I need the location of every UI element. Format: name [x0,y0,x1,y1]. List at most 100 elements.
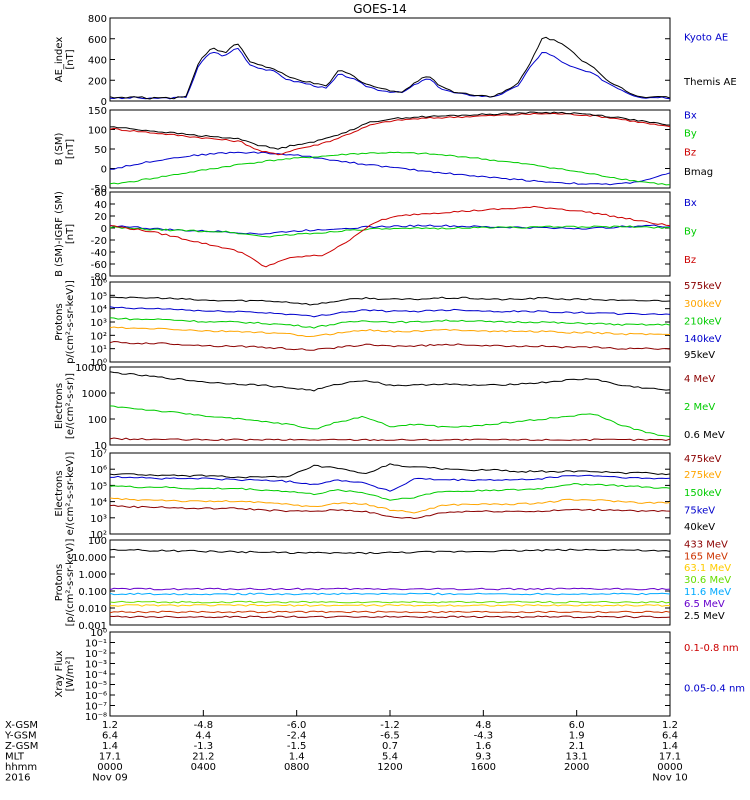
legend-entry: 75keV [684,506,715,517]
x-row-label: Y-GSM [4,731,37,742]
panel-frame [109,539,671,626]
x-row-value: -1.5 [287,741,307,752]
y-axis-label: [p/(cm²-s-sr-keV)] [65,539,76,627]
series-line [110,474,671,492]
series-line [109,482,671,501]
panel-5: 10000 1000 100 10 Electrons [e/(cm²-s-sr)] 4 M… [54,363,725,452]
series-line [109,600,671,604]
y-tick-label: 100 [88,415,107,426]
series-line [109,326,671,337]
y-tick-label: 10⁷ [90,449,107,460]
series-line [109,603,671,607]
panel-1: 800 600 400 200 0 AE_index [nT] Kyoto AE Themis … [54,14,737,108]
y-tick-label: 0.001 [78,621,107,632]
y-tick-label: -80 [91,272,107,283]
legend-entry: Themis AE [683,77,737,88]
y-axis-label: B (SM)-IGRF (SM) [54,191,65,277]
y-tick-label: 10⁻² [85,649,107,660]
y-tick-label: -50 [91,184,107,195]
y-tick-label: 10⁶ [90,278,107,289]
y-tick-label: 10⁰ [90,628,107,639]
y-tick-label: 40 [94,200,107,211]
y-tick-label: 10⁻¹ [85,639,107,650]
series-line [109,504,671,520]
y-tick-label: 10² [90,331,107,342]
x-row-value: -6.0 [287,720,307,731]
x-row-value: -1.3 [194,741,214,752]
panel-frame [109,631,671,717]
x-row-value: 13.1 [566,752,588,763]
legend-entry: Bx [684,198,697,209]
panel-frame [109,191,671,277]
y-tick-label: 10⁻³ [85,660,107,671]
x-row-value: 1.4 [102,741,118,752]
y-tick-label: 50 [94,145,107,156]
legend-entry: 0.1-0.8 nm [684,643,739,654]
series-line [109,151,671,186]
y-tick-label: 0 [101,165,107,176]
y-tick-label: -20 [91,236,107,247]
panel-2: 150 100 50 0 -50 B (SM) [nT] Bx By Bz Bmag [54,106,713,195]
x-row-value: 17.1 [99,752,121,763]
series-line [109,340,671,351]
x-row-value: 6.4 [102,731,118,742]
y-tick-label: 0 [101,224,107,235]
series-line [109,112,671,156]
y-tick-label: 10000 [75,363,107,374]
legend-entry: 11.6 MeV [684,587,731,598]
y-tick-label: 0.010 [78,604,107,615]
y-tick-label: 800 [88,14,107,25]
series-line [109,111,671,150]
x-row-value: 6.0 [569,720,585,731]
legend-entry: 6.5 MeV [684,599,725,610]
x-row-label: hhmm [5,762,37,773]
x-row-value: 1200 [377,762,402,773]
y-tick-label: 10⁻⁴ [85,670,107,681]
x-row-value: 1.4 [289,752,305,763]
x-row-value: -4.8 [194,720,214,731]
x-row-value: Nov 10 [652,773,687,784]
y-tick-label: 10⁰ [90,358,107,369]
series-line [109,587,671,591]
y-tick-label: 10¹ [90,345,107,356]
panel-frame [109,17,671,102]
y-tick-label: 1.000 [78,570,107,581]
x-axis-table: X-GSM 1.2 -4.8 -6.0 -1.2 4.8 6.0 1.2 Y-GSM 6.4 4.4… [4,710,688,784]
y-axis-label: B (SM) [54,132,65,165]
y-tick-label: 10⁴ [90,305,107,316]
y-axis-label: Protons [54,303,65,340]
x-row-value: 0.7 [382,741,398,752]
y-axis-label: p/(cm²-s-sr-keV)] [65,280,76,364]
legend-entry: 2 MeV [684,402,715,413]
legend-entry: 165 MeV [684,551,728,562]
series-line [109,317,671,329]
y-tick-label: 10⁵ [90,481,107,492]
x-row-value: 1.2 [102,720,118,731]
legend-entry: 275keV [684,470,722,481]
y-tick-label: 400 [88,56,107,67]
x-row-value: 1.6 [475,741,491,752]
x-row-value: 21.2 [192,752,214,763]
x-row-value: 0000 [657,762,682,773]
y-tick-label: 10.000 [72,553,107,564]
x-row-value: -2.4 [287,731,307,742]
y-axis-label: [nT] [65,139,76,159]
x-row-value: 2.1 [569,741,585,752]
legend-entry: By [684,129,697,140]
legend-entry: 300keV [684,299,722,310]
y-tick-label: 600 [88,35,107,46]
y-tick-label: 200 [88,76,107,87]
x-row-value: -6.5 [380,731,400,742]
x-row-value: 5.4 [382,752,398,763]
legend-entry: 575keV [684,281,722,292]
y-axis-label: [e/(cm²-s-sr)] [65,373,76,439]
series-line [109,610,671,614]
x-row-value: 0400 [191,762,216,773]
series-line [109,497,671,514]
series-line [110,205,671,268]
y-axis-label: e/(cm²-s-sr-keV)] [65,452,76,536]
x-row-value: Nov 09 [92,773,127,784]
